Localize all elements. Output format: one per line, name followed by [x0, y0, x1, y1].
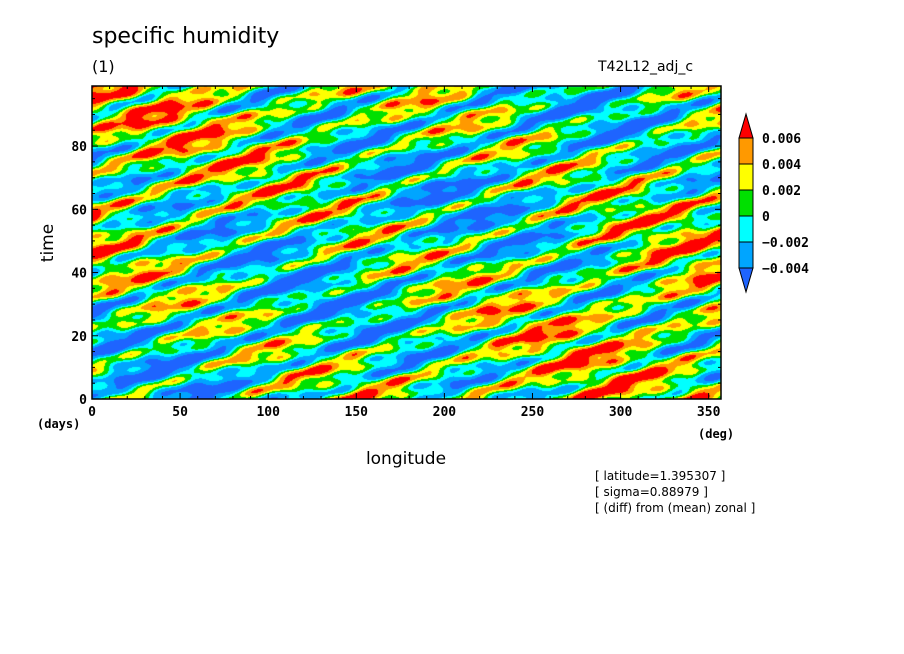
- chart-subtitle: (1): [92, 57, 115, 76]
- colorbar-label: −0.002: [762, 236, 809, 251]
- colorbar-top-extend: [738, 112, 754, 139]
- y-tick-label: 40: [71, 267, 87, 282]
- colorbar-swatch: [738, 215, 754, 243]
- x-tick-label: 250: [521, 405, 545, 420]
- note-sigma: [ sigma=0.88979 ]: [595, 485, 708, 499]
- x-tick-label: 100: [256, 405, 280, 420]
- plot-frame: [91, 85, 722, 400]
- x-tick-label: 300: [609, 405, 633, 420]
- y-tick-label: 20: [71, 330, 87, 345]
- colorbar: 0.006 0.004 0.002 0 −0.002 −0.004: [738, 112, 809, 294]
- heatmap-field: [92, 86, 721, 399]
- y-axis-label: time: [38, 224, 58, 262]
- x-tick-label: 50: [172, 405, 188, 420]
- metadata-notes: [ latitude=1.395307 ] [ sigma=0.88979 ] …: [595, 468, 755, 516]
- run-label: T42L12_adj_c: [598, 59, 694, 75]
- y-axis: 0 20 40 60 80: [71, 98, 721, 408]
- x-axis-label: longitude: [366, 449, 446, 469]
- x-tick-label: 350: [697, 405, 721, 420]
- heatmap-plot-area: [92, 86, 721, 399]
- x-tick-label: 150: [345, 405, 369, 420]
- x-tick-label: 0: [88, 405, 96, 420]
- colorbar-bottom-extend: [738, 267, 754, 294]
- y-tick-label: 80: [71, 140, 87, 155]
- colorbar-label: 0.006: [762, 132, 801, 147]
- colorbar-swatch: [738, 163, 754, 191]
- y-tick-label: 0: [79, 393, 87, 408]
- colorbar-swatch: [738, 241, 754, 269]
- colorbar-swatch: [738, 137, 754, 165]
- colorbar-label: −0.004: [762, 262, 809, 277]
- colorbar-label: 0.004: [762, 158, 801, 173]
- colorbar-label: 0: [762, 210, 770, 225]
- x-tick-label: 200: [433, 405, 457, 420]
- x-axis: 0 50 100 150 200 250 300 350: [88, 86, 721, 420]
- x-axis-unit: (deg): [698, 427, 734, 441]
- colorbar-label: 0.002: [762, 184, 801, 199]
- chart-title: specific humidity: [92, 24, 280, 49]
- note-diff: [ (diff) from (mean) zonal ]: [595, 501, 756, 515]
- note-latitude: [ latitude=1.395307 ]: [595, 469, 726, 483]
- colorbar-swatch: [738, 189, 754, 217]
- y-axis-unit: (days): [37, 417, 80, 431]
- y-tick-label: 60: [71, 203, 87, 218]
